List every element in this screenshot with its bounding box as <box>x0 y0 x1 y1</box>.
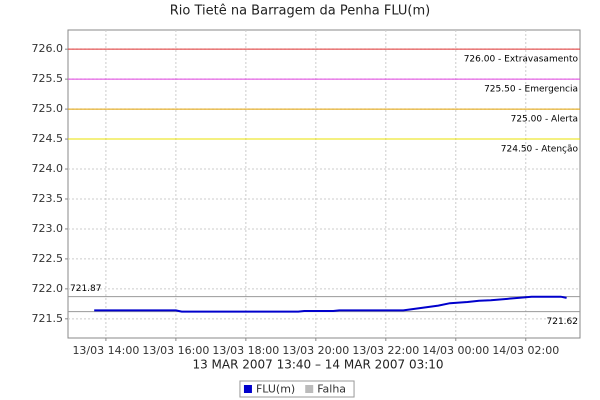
y-tick-label: 723.5 <box>32 192 64 205</box>
x-tick-label: 13/03 18:00 <box>212 344 279 357</box>
y-tick-label: 726.0 <box>32 42 64 55</box>
y-tick-label: 725.5 <box>32 72 64 85</box>
legend-box <box>239 380 355 398</box>
y-tick-label: 725.0 <box>32 102 64 115</box>
x-axis-label: 13 MAR 2007 13:40 – 14 MAR 2007 03:10 <box>192 358 443 372</box>
threshold-label: 724.50 - Atenção <box>501 145 579 155</box>
reference-label: 721.62 <box>547 317 579 327</box>
legend-swatch <box>243 385 252 393</box>
y-tick-label: 722.0 <box>32 282 64 295</box>
legend-label: FLU(m) <box>256 383 295 396</box>
x-tick-label: 14/03 02:00 <box>492 344 559 357</box>
legend: FLU(m) Falha <box>239 380 355 398</box>
y-tick-label: 724.0 <box>32 162 64 175</box>
y-tick-label: 722.5 <box>32 252 64 265</box>
data-line <box>94 295 567 313</box>
y-tick-label: 721.5 <box>32 312 64 325</box>
x-tick-label: 13/03 14:00 <box>72 344 139 357</box>
legend-label: Falha <box>317 383 346 396</box>
chart-title: Rio Tietê na Barragem da Penha FLU(m) <box>170 4 431 19</box>
reference-label: 721.87 <box>70 284 102 294</box>
legend-swatch <box>305 385 314 393</box>
x-tick-label: 14/03 00:00 <box>422 344 489 357</box>
y-tick-label: 724.5 <box>32 132 64 145</box>
plot-area <box>67 29 581 339</box>
threshold-label: 725.00 - Alerta <box>511 115 578 125</box>
x-tick-label: 13/03 22:00 <box>352 344 419 357</box>
x-tick-label: 13/03 16:00 <box>142 344 209 357</box>
x-tick-label: 13/03 20:00 <box>282 344 349 357</box>
threshold-label: 726.00 - Extravasamento <box>464 55 579 65</box>
y-tick-label: 723.0 <box>32 222 64 235</box>
threshold-label: 725.50 - Emergencia <box>484 85 578 95</box>
